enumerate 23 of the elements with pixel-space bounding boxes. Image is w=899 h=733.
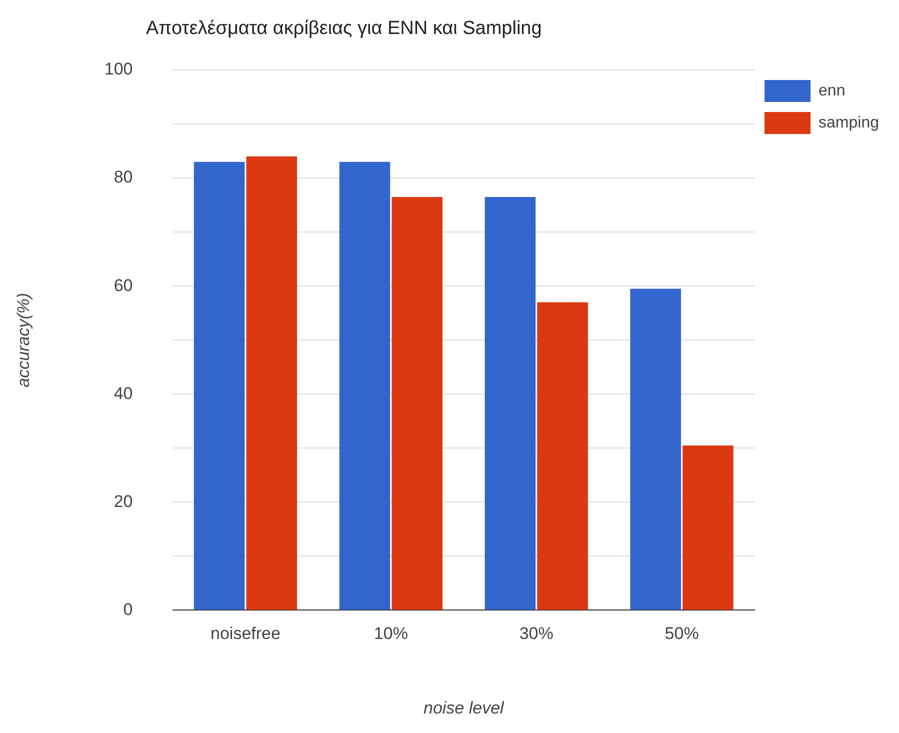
- y-axis-title: accuracy(%): [14, 292, 33, 388]
- bar: [392, 196, 442, 610]
- x-tick-label: 50%: [664, 624, 699, 644]
- x-tick-label: 30%: [519, 624, 554, 644]
- bar: [339, 162, 390, 610]
- bar: [484, 196, 536, 610]
- legend-label: samping: [818, 114, 880, 132]
- y-tick-label: 0: [123, 600, 133, 619]
- y-tick-label: 100: [104, 60, 133, 79]
- y-tick-label: 80: [114, 168, 133, 187]
- bar: [630, 288, 682, 610]
- bar: [682, 445, 734, 610]
- y-tick-label: 20: [114, 492, 133, 511]
- bar: [537, 302, 588, 610]
- bar: [194, 162, 245, 610]
- bar: [246, 156, 298, 610]
- y-tick-label: 60: [114, 276, 133, 295]
- x-axis-title: noise level: [423, 698, 506, 718]
- chart-title: Αποτελέσματα ακρίβειας για ENN και Sampling: [146, 18, 542, 40]
- x-tick-label: 10%: [374, 624, 408, 644]
- x-tick-label: noisefree: [210, 624, 280, 644]
- y-tick-label: 40: [114, 384, 133, 403]
- legend-label: enn: [818, 82, 846, 100]
